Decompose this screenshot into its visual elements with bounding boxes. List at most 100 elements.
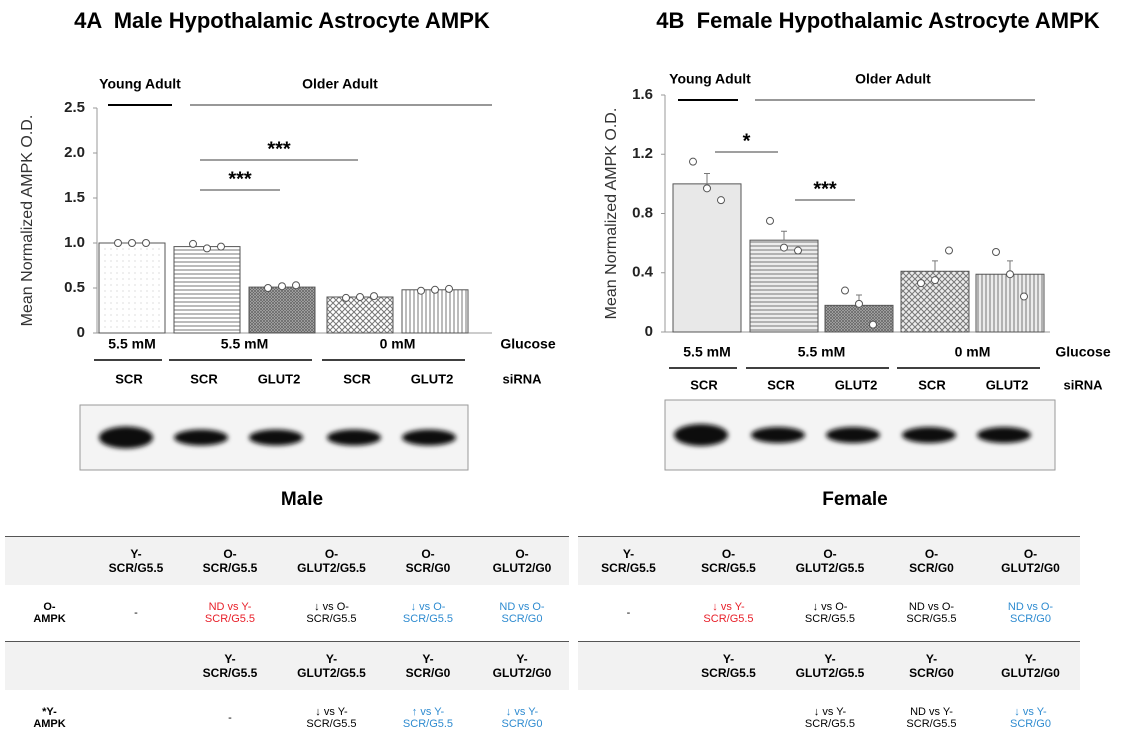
table-cell xyxy=(5,642,94,691)
data-point xyxy=(293,282,300,289)
data-point xyxy=(993,249,1000,256)
cell-text: - xyxy=(599,607,659,619)
data-point xyxy=(143,240,150,247)
cell-text: ↓ vs Y-SCR/G5.5 xyxy=(302,706,362,730)
table-cell: Y-SCR/G5.5 xyxy=(679,642,778,691)
y-tick-label: 0.5 xyxy=(64,279,85,296)
blot-band xyxy=(402,430,456,446)
y-tick-label: 0 xyxy=(645,323,653,340)
cell-text: ↓ vs O-SCR/G5.5 xyxy=(302,601,362,625)
data-point xyxy=(218,243,225,250)
data-point xyxy=(781,244,788,251)
table-cell: ↓ vs O-SCR/G5.5 xyxy=(282,585,381,642)
significance-label: * xyxy=(743,130,751,152)
cell-text: ↓ vs O-SCR/G5.5 xyxy=(800,601,860,625)
y-tick-label: 1.2 xyxy=(632,145,653,162)
table-cell: Y-GLUT2/G0 xyxy=(475,642,569,691)
table-cell: ND vs O-SCR/G0 xyxy=(981,585,1080,642)
bar xyxy=(673,184,741,332)
glucose-label: 5.5 mM xyxy=(683,344,730,360)
table-cell: ↓ vs Y-SCR/G0 xyxy=(475,690,569,746)
table-cell: - xyxy=(94,585,178,642)
column-header: Y-SCR/G5.5 xyxy=(701,652,756,680)
table-cell: ND vs O-SCR/G5.5 xyxy=(882,585,981,642)
table-cell: O-GLUT2/G5.5 xyxy=(778,537,882,586)
cell-text: ↑ vs Y-SCR/G5.5 xyxy=(398,706,458,730)
bar xyxy=(750,240,818,332)
category-axis-label: siRNA xyxy=(1063,377,1103,392)
column-header: O-GLUT2/G0 xyxy=(493,547,552,575)
table-cell: O-GLUT2/G5.5 xyxy=(282,537,381,586)
column-header: Y-SCR/G5.5 xyxy=(109,547,164,575)
cell-text: ↓ vs Y-SCR/G0 xyxy=(1001,706,1061,730)
table-cell: ↓ vs Y-SCR/G5.5 xyxy=(282,690,381,746)
table-cell: O-GLUT2/G0 xyxy=(475,537,569,586)
comparison-table: Y-SCR/G5.5 O-SCR/G5.5 O-GLUT2/G5.5 O-SCR/G0… xyxy=(578,536,1080,746)
age-group-label: Older Adult xyxy=(302,76,378,92)
table-cell: ND vs O-SCR/G0 xyxy=(475,585,569,642)
data-point xyxy=(190,240,197,247)
blot-band xyxy=(751,427,805,443)
table-cell: O-SCR/G0 xyxy=(381,537,475,586)
table-cell: O-SCR/G5.5 xyxy=(679,537,778,586)
age-group-label: Young Adult xyxy=(669,71,751,87)
category-label: SCR xyxy=(190,371,218,386)
data-point xyxy=(204,245,211,252)
data-point xyxy=(718,197,725,204)
y-tick-label: 1.0 xyxy=(64,234,85,251)
blot-band xyxy=(174,430,228,446)
category-label: SCR xyxy=(115,371,143,386)
column-header: Y-GLUT2/G0 xyxy=(1001,652,1060,680)
y-tick-label: 1.6 xyxy=(632,86,653,103)
table-cell xyxy=(5,537,94,586)
figure: 4A Male Hypothalamic Astrocyte AMPKMean … xyxy=(0,0,1137,530)
y-tick-label: 2.0 xyxy=(64,144,85,161)
age-group-label: Young Adult xyxy=(99,76,181,92)
category-label: GLUT2 xyxy=(986,377,1029,392)
data-point xyxy=(1007,271,1014,278)
glucose-axis-label: Glucose xyxy=(500,336,555,352)
data-point xyxy=(918,280,925,287)
blot-band xyxy=(826,427,880,443)
data-point xyxy=(357,294,364,301)
blot-band xyxy=(902,427,956,443)
data-point xyxy=(946,247,953,254)
table-cell: O-GLUT2/G0 xyxy=(981,537,1080,586)
table-cell: Y-SCR/G5.5 xyxy=(94,537,178,586)
bar xyxy=(402,290,468,333)
cell-text: ND vs Y-SCR/G5.5 xyxy=(902,706,962,730)
category-label: GLUT2 xyxy=(258,371,301,386)
table-cell xyxy=(578,642,679,691)
significance-label: *** xyxy=(228,168,252,190)
column-header: O-GLUT2/G5.5 xyxy=(297,547,366,575)
category-label: SCR xyxy=(343,371,371,386)
blot-band xyxy=(327,430,381,446)
y-axis-label: Mean Normalized AMPK O.D. xyxy=(603,108,620,320)
data-point xyxy=(842,287,849,294)
table-cell: - xyxy=(578,585,679,642)
blot-band xyxy=(674,424,728,446)
table-cell: Y-SCR/G5.5 xyxy=(578,537,679,586)
data-point xyxy=(279,283,286,290)
y-tick-label: 1.5 xyxy=(64,189,85,206)
data-point xyxy=(795,247,802,254)
glucose-label: 5.5 mM xyxy=(221,336,268,352)
table-cell: O-SCR/G0 xyxy=(882,537,981,586)
column-header: Y-SCR/G0 xyxy=(406,652,451,680)
panel-label: Male xyxy=(281,489,323,510)
glucose-label: 0 mM xyxy=(380,336,416,352)
column-header: O-SCR/G0 xyxy=(909,547,954,575)
column-header: O-SCR/G5.5 xyxy=(701,547,756,575)
table-cell: O-SCR/G5.5 xyxy=(178,537,282,586)
column-header: O-GLUT2/G5.5 xyxy=(796,547,865,575)
cell-text: ND vs O-SCR/G0 xyxy=(492,601,552,625)
y-tick-label: 0 xyxy=(77,324,85,341)
significance-label: *** xyxy=(267,138,291,160)
cell-text: ND vs O-SCR/G5.5 xyxy=(902,601,962,625)
header-row: Y-SCR/G5.5 O-SCR/G5.5 O-GLUT2/G5.5 O-SCR/G0… xyxy=(5,537,569,586)
blot-band xyxy=(977,427,1031,443)
column-header: O-SCR/G0 xyxy=(406,547,451,575)
significance-label: *** xyxy=(813,178,837,200)
